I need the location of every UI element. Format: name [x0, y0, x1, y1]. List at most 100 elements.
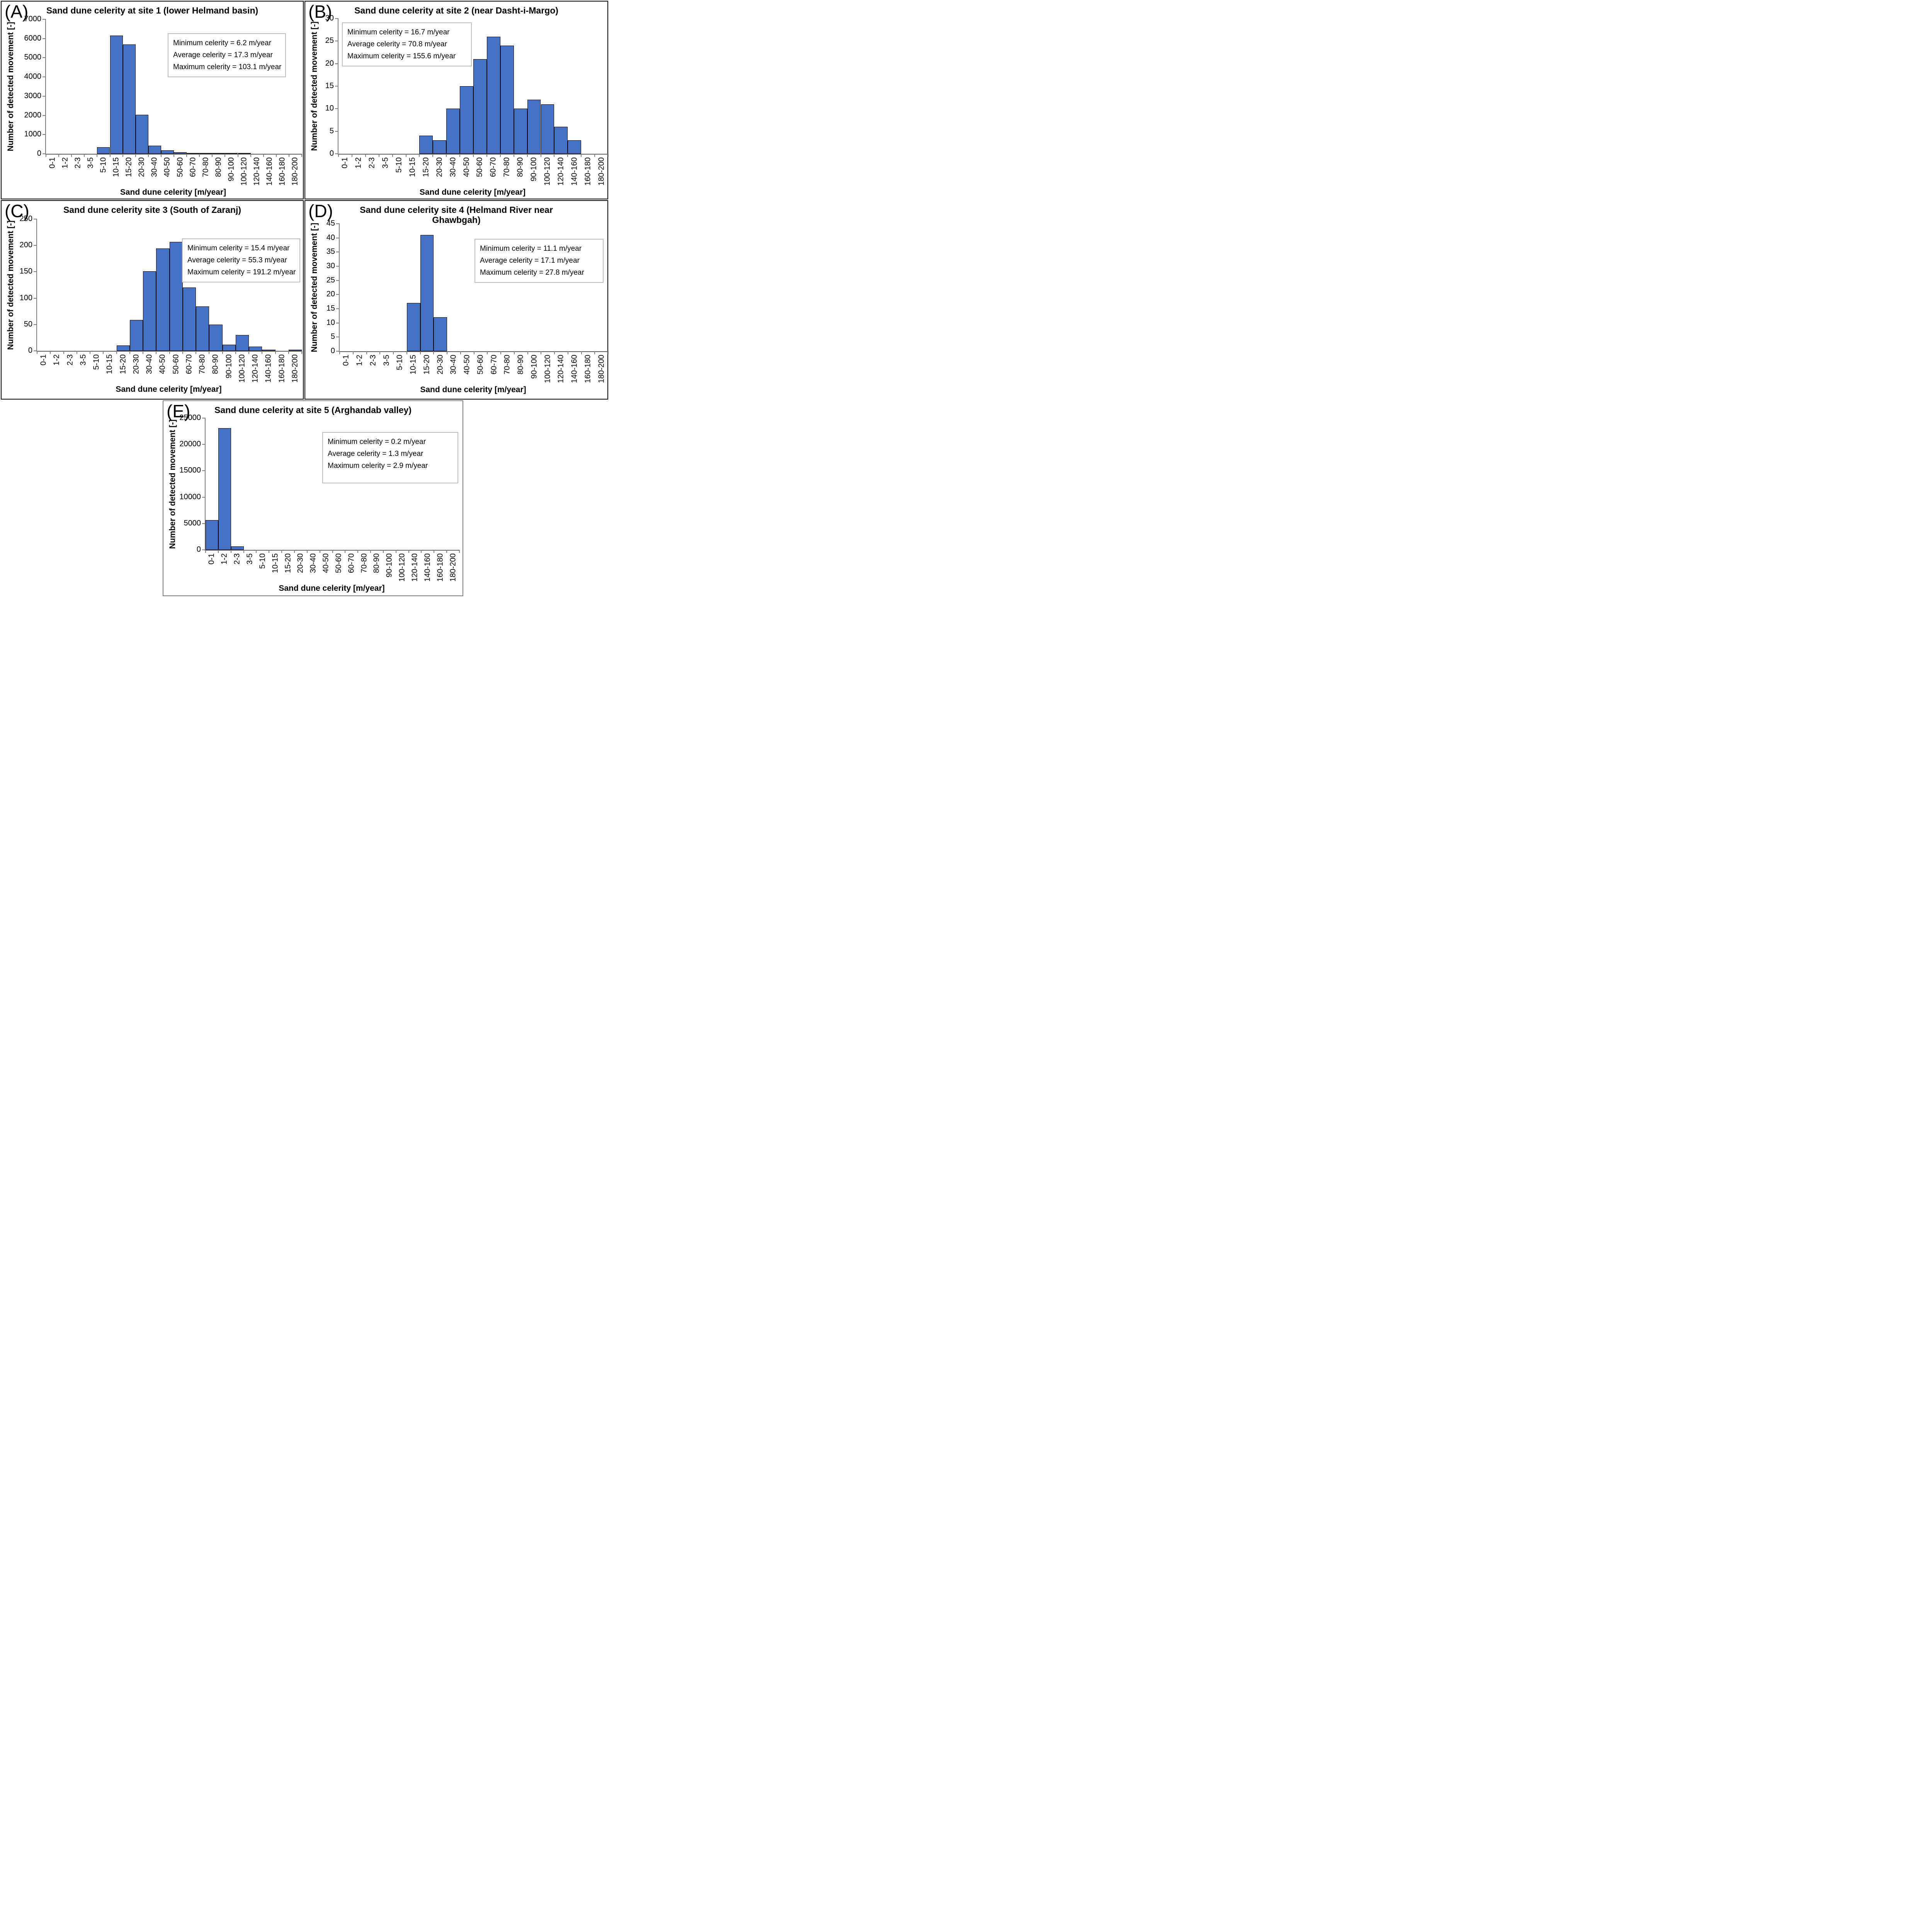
x-tick-label: 180-200 — [449, 553, 457, 582]
x-tick-label: 140-160 — [570, 355, 579, 383]
y-tick-mark — [43, 57, 46, 58]
x-tick-label: 160-180 — [277, 354, 286, 383]
x-tick-mark — [420, 351, 421, 354]
x-tick-label: 120-140 — [556, 355, 565, 383]
y-tick-label: 5000 — [184, 519, 201, 527]
y-tick-mark — [34, 245, 37, 246]
chart-title-site2: Sand dune celerity at site 2 (near Dasht… — [354, 5, 558, 15]
y-tick-mark — [34, 271, 37, 272]
x-tick-label: 0-1 — [39, 354, 48, 366]
x-tick-mark — [212, 154, 213, 157]
x-tick-label: 10-15 — [409, 355, 418, 375]
y-tick-label: 20 — [325, 59, 334, 68]
x-tick-mark — [392, 154, 393, 157]
y-tick-label: 40 — [326, 233, 335, 242]
y-tick-mark — [336, 351, 340, 352]
y-tick-label: 10 — [325, 104, 334, 113]
x-tick-mark — [554, 351, 555, 354]
x-tick-label: 160-180 — [583, 157, 592, 186]
x-tick-mark — [218, 550, 219, 553]
y-tick-label: 0 — [196, 545, 201, 554]
y-axis-title: Number of detected movement [-] — [6, 22, 15, 151]
x-tick-mark — [122, 154, 123, 157]
x-axis-title: Sand dune celerity [m/year] — [419, 188, 526, 197]
y-axis-title: Number of detected movement [-] — [6, 220, 15, 350]
histogram-bar — [231, 546, 244, 550]
x-tick-label: 80-90 — [516, 157, 525, 177]
x-tick-label: 70-80 — [360, 553, 369, 573]
y-tick-label: 15 — [325, 82, 334, 90]
panel-site4: (D) Sand dune celerity site 4 (Helmand R… — [304, 200, 609, 400]
y-tick-mark — [335, 108, 338, 109]
histogram-bar — [420, 235, 434, 351]
y-tick-mark — [34, 298, 37, 299]
x-tick-label: 15-20 — [124, 157, 133, 177]
y-tick-label: 50 — [24, 320, 32, 328]
x-tick-mark — [500, 351, 501, 354]
stats-box-site5: Minimum celerity = 0.2 m/year Average ce… — [322, 432, 458, 484]
x-tick-mark — [408, 550, 409, 553]
x-tick-mark — [306, 550, 308, 553]
stat-max: Maximum celerity = 103.1 m/year — [173, 63, 282, 71]
stats-box-site4: Minimum celerity = 11.1 m/year Average c… — [474, 239, 604, 283]
x-tick-label: 90-100 — [530, 355, 539, 379]
y-tick-label: 150 — [19, 267, 32, 276]
histogram-bar — [473, 59, 487, 154]
stat-avg: Average celerity = 70.8 m/year — [347, 40, 447, 48]
stat-max: Maximum celerity = 155.6 m/year — [347, 52, 456, 60]
x-tick-mark — [406, 351, 407, 354]
x-tick-label: 70-80 — [503, 355, 512, 375]
histogram-bar — [169, 242, 183, 351]
chart-title-site3: Sand dune celerity site 3 (South of Zara… — [63, 205, 242, 215]
stats-box-site3: Minimum celerity = 15.4 m/year Average c… — [182, 238, 300, 283]
y-tick-label: 3000 — [24, 91, 42, 100]
x-tick-label: 15-20 — [422, 157, 430, 177]
y-tick-mark — [335, 18, 338, 19]
x-tick-mark — [205, 550, 206, 553]
panel-letter-a: (A) — [5, 2, 29, 22]
x-tick-label: 1-2 — [354, 157, 363, 168]
x-tick-label: 15-20 — [422, 355, 431, 375]
x-tick-mark — [224, 154, 226, 157]
y-tick-mark — [335, 153, 338, 154]
x-tick-label: 60-70 — [185, 354, 194, 374]
x-tick-label: 90-100 — [227, 157, 236, 182]
x-tick-mark — [567, 154, 568, 157]
x-tick-label: 60-70 — [189, 157, 197, 177]
y-tick-label: 2000 — [24, 111, 42, 119]
x-tick-label: 60-70 — [347, 553, 356, 573]
histogram-bar — [225, 153, 238, 154]
x-tick-label: 2-3 — [66, 354, 75, 366]
histogram-bar — [406, 303, 420, 351]
x-tick-label: 70-80 — [201, 157, 210, 177]
y-tick-label: 7000 — [24, 15, 42, 23]
x-tick-mark — [182, 351, 183, 354]
y-tick-label: 30 — [326, 261, 335, 270]
y-tick-mark — [335, 131, 338, 132]
histogram-bar — [110, 36, 123, 154]
histogram-bar — [122, 44, 136, 154]
x-tick-label: 120-140 — [410, 553, 419, 582]
x-tick-mark — [116, 351, 117, 354]
x-tick-mark — [459, 154, 461, 157]
histogram-bar — [161, 150, 174, 154]
x-tick-label: 180-200 — [597, 355, 606, 383]
x-tick-label: 140-160 — [423, 553, 432, 582]
x-tick-mark — [281, 550, 282, 553]
stat-min: Minimum celerity = 16.7 m/year — [347, 28, 450, 36]
x-tick-label: 30-40 — [150, 157, 159, 177]
histogram-bar — [218, 428, 231, 550]
x-tick-label: 1-2 — [355, 355, 364, 366]
histogram-bar — [129, 320, 143, 351]
x-tick-label: 40-50 — [321, 553, 330, 573]
y-tick-mark — [34, 350, 37, 351]
y-tick-label: 200 — [19, 241, 32, 250]
x-tick-label: 50-60 — [334, 553, 343, 573]
x-tick-label: 50-60 — [176, 157, 185, 177]
histogram-bar — [288, 350, 302, 351]
histogram-bar — [196, 306, 209, 351]
x-tick-mark — [446, 154, 447, 157]
x-axis-title: Sand dune celerity [m/year] — [120, 188, 226, 197]
x-tick-label: 180-200 — [291, 354, 299, 383]
y-tick-mark — [202, 549, 206, 550]
